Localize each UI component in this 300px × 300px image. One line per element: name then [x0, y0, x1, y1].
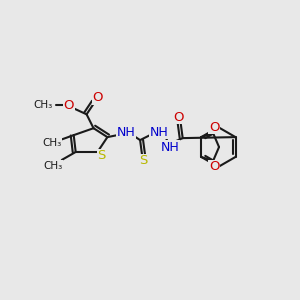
Text: CH₃: CH₃: [42, 138, 62, 148]
Text: NH: NH: [160, 140, 179, 154]
Text: NH: NH: [117, 126, 136, 139]
Text: S: S: [139, 154, 147, 167]
Text: CH₃: CH₃: [33, 100, 52, 110]
Text: O: O: [92, 91, 103, 104]
Text: O: O: [64, 99, 74, 112]
Text: NH: NH: [149, 126, 168, 139]
Text: O: O: [209, 160, 219, 173]
Text: CH₃: CH₃: [43, 161, 62, 171]
Text: O: O: [173, 111, 184, 124]
Text: O: O: [209, 121, 219, 134]
Text: S: S: [97, 149, 106, 162]
